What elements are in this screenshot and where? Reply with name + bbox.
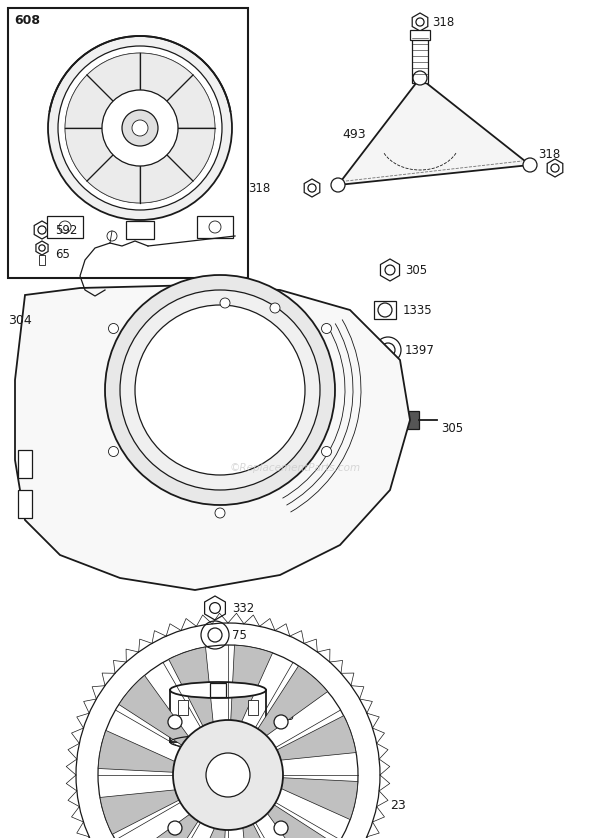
Polygon shape <box>167 128 215 181</box>
Polygon shape <box>169 647 213 726</box>
Polygon shape <box>277 716 356 760</box>
Bar <box>178 700 188 715</box>
Polygon shape <box>338 78 530 185</box>
Polygon shape <box>98 731 175 773</box>
Circle shape <box>308 184 316 192</box>
Bar <box>39 255 45 265</box>
Polygon shape <box>140 155 193 203</box>
Circle shape <box>39 245 45 251</box>
Polygon shape <box>281 778 358 820</box>
Circle shape <box>168 715 182 729</box>
Ellipse shape <box>170 682 266 698</box>
Circle shape <box>58 46 222 210</box>
Circle shape <box>132 120 148 136</box>
Circle shape <box>122 110 158 146</box>
Circle shape <box>173 720 283 830</box>
Polygon shape <box>140 53 193 101</box>
Polygon shape <box>243 824 287 838</box>
Text: 455: 455 <box>272 710 294 722</box>
Text: 304: 304 <box>8 313 32 327</box>
Circle shape <box>208 628 222 642</box>
Circle shape <box>416 18 424 26</box>
Circle shape <box>331 178 345 192</box>
Text: 305: 305 <box>441 422 463 434</box>
Circle shape <box>523 158 537 172</box>
Text: 305: 305 <box>405 263 427 277</box>
Circle shape <box>220 298 230 308</box>
Polygon shape <box>34 221 50 239</box>
Circle shape <box>378 303 392 317</box>
Bar <box>170 690 266 742</box>
Circle shape <box>551 164 559 172</box>
Text: 318: 318 <box>538 148 560 162</box>
Bar <box>412 35 428 83</box>
Polygon shape <box>381 259 399 281</box>
Bar <box>401 411 419 429</box>
Text: 1397: 1397 <box>405 344 435 356</box>
Text: 493: 493 <box>342 128 366 142</box>
Bar <box>197 216 233 238</box>
Circle shape <box>120 290 320 490</box>
Bar <box>18 450 32 478</box>
Circle shape <box>48 36 232 220</box>
Circle shape <box>168 821 182 835</box>
Polygon shape <box>167 75 215 128</box>
Polygon shape <box>231 645 273 722</box>
Text: ©ReplacementParts.com: ©ReplacementParts.com <box>230 463 360 473</box>
Polygon shape <box>412 13 428 31</box>
Circle shape <box>109 447 119 457</box>
Circle shape <box>322 323 332 334</box>
Polygon shape <box>547 159 563 177</box>
Bar <box>248 700 258 715</box>
Polygon shape <box>36 241 48 255</box>
Text: 592: 592 <box>55 224 77 236</box>
Polygon shape <box>15 285 410 590</box>
Polygon shape <box>87 53 140 101</box>
Bar <box>18 490 32 518</box>
Polygon shape <box>65 128 113 181</box>
Bar <box>210 683 226 697</box>
Circle shape <box>274 821 288 835</box>
Circle shape <box>109 323 119 334</box>
Polygon shape <box>119 675 189 745</box>
Polygon shape <box>258 666 327 736</box>
Polygon shape <box>205 596 225 620</box>
Text: 332: 332 <box>232 602 254 614</box>
Circle shape <box>274 715 288 729</box>
Polygon shape <box>304 179 320 197</box>
Circle shape <box>375 337 401 363</box>
Circle shape <box>201 621 229 649</box>
Polygon shape <box>100 790 179 835</box>
Circle shape <box>38 226 46 234</box>
Polygon shape <box>129 815 198 838</box>
Circle shape <box>381 343 395 357</box>
Text: 65: 65 <box>55 247 70 261</box>
Circle shape <box>102 90 178 166</box>
Circle shape <box>105 275 335 505</box>
Circle shape <box>413 71 427 85</box>
Bar <box>47 216 83 238</box>
Bar <box>410 30 430 40</box>
Polygon shape <box>87 155 140 203</box>
Text: 318: 318 <box>432 15 454 28</box>
Circle shape <box>385 265 395 275</box>
Circle shape <box>322 447 332 457</box>
Circle shape <box>215 508 225 518</box>
Bar <box>8 8 248 278</box>
Text: 608: 608 <box>14 14 40 27</box>
Text: 23: 23 <box>390 799 406 811</box>
Circle shape <box>135 305 305 475</box>
Circle shape <box>209 603 221 613</box>
Polygon shape <box>183 828 225 838</box>
Text: 1335: 1335 <box>403 303 432 317</box>
Bar <box>126 221 154 239</box>
Polygon shape <box>267 804 337 838</box>
Text: 75: 75 <box>232 628 247 642</box>
Circle shape <box>206 753 250 797</box>
Polygon shape <box>65 75 113 128</box>
Bar <box>374 301 396 319</box>
Text: 318: 318 <box>248 182 270 194</box>
Circle shape <box>270 303 280 313</box>
